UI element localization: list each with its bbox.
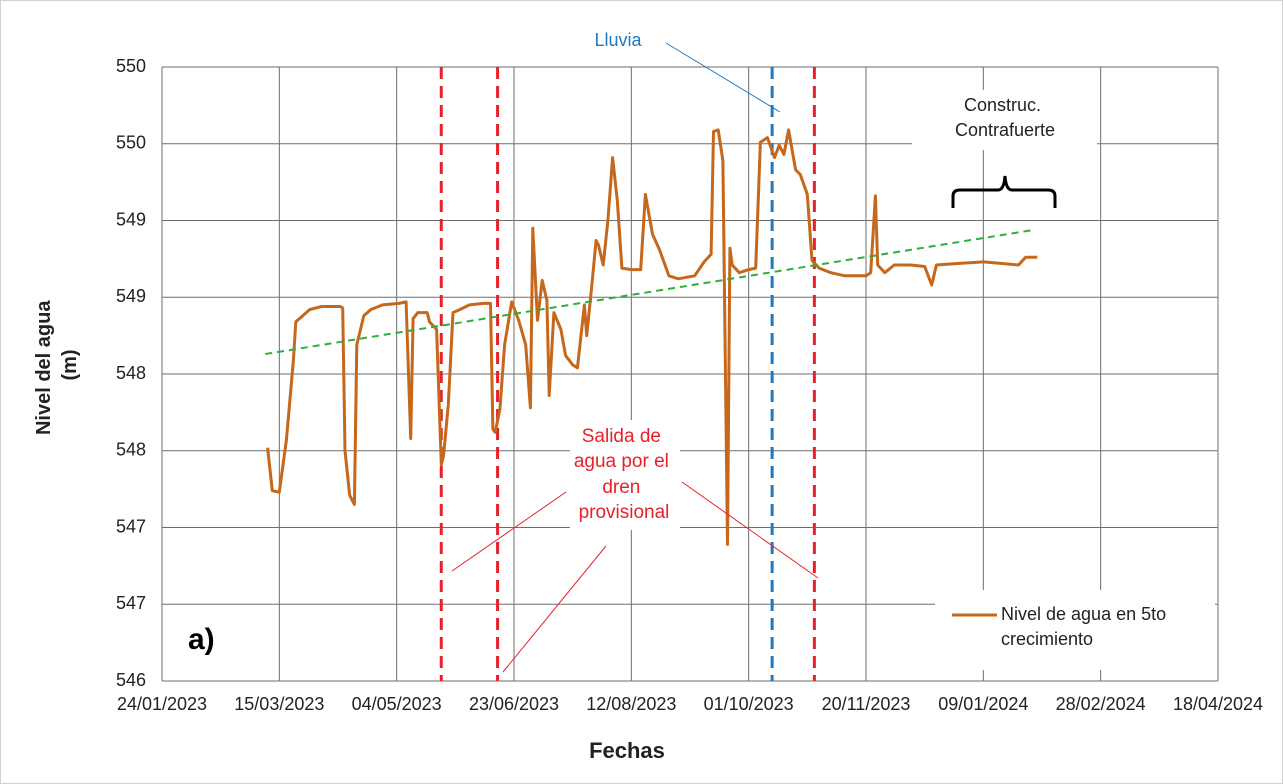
x-tick-label: 12/08/2023 <box>586 694 676 714</box>
y-tick-label: 549 <box>116 209 146 229</box>
legend-bg <box>935 590 1215 670</box>
x-tick-label: 18/04/2024 <box>1173 694 1263 714</box>
x-tick-label: 24/01/2023 <box>117 694 207 714</box>
data-line <box>266 128 1038 546</box>
annotation-line: agua por el <box>574 451 669 472</box>
annotation: Salida de agua por el dren provisional <box>574 426 674 523</box>
y-tick-label: 549 <box>116 286 146 306</box>
y-tick-label: 547 <box>116 516 146 536</box>
annotation-line: Contrafuerte <box>955 120 1055 140</box>
leader-line <box>502 545 607 673</box>
y-tick-label: 547 <box>116 593 146 613</box>
annotation: Construc. Contrafuerte <box>955 95 1055 140</box>
annotation-line: Salida de <box>582 426 661 447</box>
y-axis-title-line: Nivel del agua <box>33 300 55 435</box>
leader-line <box>665 42 781 113</box>
annotation-line: provisional <box>579 502 670 523</box>
x-tick-label: 09/01/2024 <box>938 694 1028 714</box>
y-tick-label: 548 <box>116 363 146 383</box>
annotation-line: Construc. <box>964 95 1041 115</box>
grid <box>161 66 1219 682</box>
legend-label-line: crecimiento <box>1001 629 1093 649</box>
legend-label: Nivel de agua en 5to crecimiento <box>1001 604 1171 649</box>
x-tick-label: 23/06/2023 <box>469 694 559 714</box>
x-tick-label: 28/02/2024 <box>1056 694 1146 714</box>
legend-label-line: Nivel de agua en 5to <box>1001 604 1166 624</box>
y-tick-label: 550 <box>116 56 146 76</box>
annotation-bg <box>912 90 1097 150</box>
panel-label: a) <box>188 623 215 656</box>
x-tick-label: 04/05/2023 <box>352 694 442 714</box>
annotation: Lluvia <box>594 30 642 50</box>
x-tick-label: 20/11/2023 <box>822 694 911 714</box>
leader-line <box>681 481 819 579</box>
marks <box>265 67 1038 681</box>
y-tick-label: 548 <box>116 440 146 460</box>
x-tick-label: 15/03/2023 <box>234 694 324 714</box>
brace <box>951 175 1057 208</box>
annotation-line: dren <box>602 477 640 498</box>
legend: Nivel de agua en 5to crecimiento <box>935 590 1215 670</box>
y-tick-label: 550 <box>116 133 146 153</box>
y-axis-title: Nivel del agua (m) <box>33 295 81 435</box>
y-axis-title-line: (m) <box>59 349 81 380</box>
y-tick-label: 546 <box>116 670 146 690</box>
leader-line <box>451 491 567 572</box>
annotation-bg <box>570 420 680 530</box>
trendline <box>265 228 1036 356</box>
x-tick-label: 01/10/2023 <box>704 694 794 714</box>
x-axis-title: Fechas <box>589 738 665 763</box>
